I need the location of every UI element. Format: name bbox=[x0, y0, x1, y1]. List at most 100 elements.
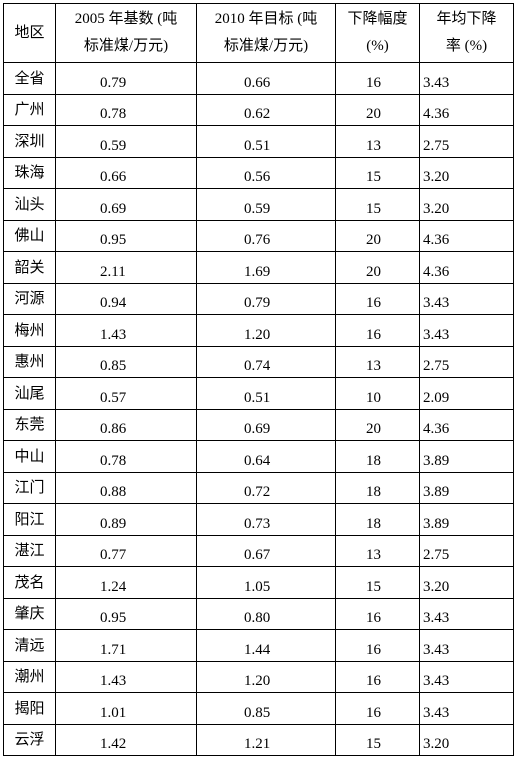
cell-target: 1.05 bbox=[196, 566, 336, 599]
header-base-2005: 2005 年基数 (吨 标准煤/万元) bbox=[55, 3, 197, 63]
rate-value: 3.43 bbox=[423, 704, 450, 721]
target-value: 0.79 bbox=[244, 295, 271, 311]
drop-value: 13 bbox=[366, 547, 381, 563]
cell-target: 0.51 bbox=[196, 377, 336, 410]
target-value: 0.72 bbox=[244, 484, 271, 500]
cell-drop: 16 bbox=[335, 629, 420, 662]
target-value: 0.59 bbox=[244, 200, 271, 217]
header-base-line1: 2005 年基数 (吨 bbox=[74, 11, 178, 27]
drop-value: 16 bbox=[366, 74, 381, 91]
cell-rate: 4.36 bbox=[419, 408, 514, 441]
cell-target: 0.76 bbox=[196, 219, 336, 252]
cell-base: 0.88 bbox=[55, 471, 197, 504]
rate-value: 2.75 bbox=[423, 137, 450, 154]
target-value: 1.44 bbox=[244, 641, 271, 658]
target-value: 0.74 bbox=[244, 358, 271, 374]
header-drop-line2: (%) bbox=[366, 38, 389, 54]
base-value: 0.85 bbox=[100, 358, 127, 374]
drop-value: 10 bbox=[366, 389, 381, 406]
cell-region: 珠海 bbox=[3, 156, 56, 189]
cell-region: 肇庆 bbox=[3, 597, 56, 630]
cell-target: 0.69 bbox=[196, 408, 336, 441]
cell-rate: 3.43 bbox=[419, 282, 514, 315]
cell-base: 0.78 bbox=[55, 93, 197, 126]
region-name: 韶关 bbox=[14, 259, 45, 276]
rate-value: 4.36 bbox=[423, 106, 450, 122]
cell-region: 揭阳 bbox=[3, 692, 56, 725]
cell-drop: 13 bbox=[335, 345, 420, 378]
cell-target: 0.80 bbox=[196, 597, 336, 630]
table-row: 汕尾 0.57 0.51 10 2.09 bbox=[3, 377, 514, 410]
target-value: 0.69 bbox=[244, 421, 271, 437]
target-value: 0.67 bbox=[244, 547, 271, 563]
cell-target: 1.69 bbox=[196, 251, 336, 284]
base-value: 0.69 bbox=[100, 200, 127, 217]
base-value: 1.01 bbox=[100, 704, 127, 721]
table-row: 湛江 0.77 0.67 13 2.75 bbox=[3, 534, 514, 567]
cell-drop: 15 bbox=[335, 723, 420, 756]
cell-base: 0.94 bbox=[55, 282, 197, 315]
energy-target-sheet: 地区 2005 年基数 (吨 标准煤/万元) 2010 年目标 (吨 标准煤/万… bbox=[3, 3, 514, 756]
drop-value: 16 bbox=[366, 326, 381, 343]
cell-rate: 3.43 bbox=[419, 660, 514, 693]
rate-value: 3.89 bbox=[423, 484, 450, 500]
cell-drop: 16 bbox=[335, 62, 420, 95]
region-name: 揭阳 bbox=[14, 700, 45, 717]
cell-region: 佛山 bbox=[3, 219, 56, 252]
rate-value: 4.36 bbox=[423, 421, 450, 437]
base-value: 1.24 bbox=[100, 578, 127, 595]
cell-drop: 10 bbox=[335, 377, 420, 410]
cell-rate: 3.43 bbox=[419, 314, 514, 347]
cell-base: 1.43 bbox=[55, 314, 197, 347]
target-value: 1.05 bbox=[244, 578, 271, 595]
base-value: 0.95 bbox=[100, 610, 127, 626]
region-name: 全省 bbox=[14, 70, 45, 87]
rate-value: 4.36 bbox=[423, 263, 450, 280]
cell-drop: 16 bbox=[335, 314, 420, 347]
region-name: 汕尾 bbox=[14, 385, 45, 402]
cell-target: 0.85 bbox=[196, 692, 336, 725]
rate-value: 3.43 bbox=[423, 326, 450, 343]
rate-value: 3.43 bbox=[423, 74, 450, 91]
header-target-2010: 2010 年目标 (吨 标准煤/万元) bbox=[196, 3, 336, 63]
drop-value: 20 bbox=[366, 232, 381, 248]
cell-drop: 16 bbox=[335, 597, 420, 630]
cell-base: 1.71 bbox=[55, 629, 197, 662]
table-row: 河源 0.94 0.79 16 3.43 bbox=[3, 282, 514, 315]
cell-rate: 2.75 bbox=[419, 125, 514, 158]
rate-value: 3.89 bbox=[423, 515, 450, 532]
base-value: 1.71 bbox=[100, 641, 127, 658]
cell-rate: 3.20 bbox=[419, 156, 514, 189]
table-row: 广州 0.78 0.62 20 4.36 bbox=[3, 93, 514, 126]
cell-drop: 16 bbox=[335, 692, 420, 725]
base-value: 0.89 bbox=[100, 515, 127, 532]
cell-drop: 20 bbox=[335, 251, 420, 284]
cell-region: 广州 bbox=[3, 93, 56, 126]
cell-rate: 3.43 bbox=[419, 62, 514, 95]
region-name: 广州 bbox=[14, 102, 45, 119]
cell-drop: 20 bbox=[335, 93, 420, 126]
base-value: 0.77 bbox=[100, 547, 127, 563]
table-row: 全省 0.79 0.66 16 3.43 bbox=[3, 62, 514, 95]
cell-rate: 3.20 bbox=[419, 723, 514, 756]
cell-region: 茂名 bbox=[3, 566, 56, 599]
base-value: 1.42 bbox=[100, 736, 127, 752]
header-rate-line1: 年均下降 bbox=[436, 11, 497, 27]
region-name: 湛江 bbox=[14, 543, 45, 560]
base-value: 1.43 bbox=[100, 326, 127, 343]
cell-target: 0.79 bbox=[196, 282, 336, 315]
cell-rate: 3.89 bbox=[419, 440, 514, 473]
cell-region: 全省 bbox=[3, 62, 56, 95]
drop-value: 16 bbox=[366, 641, 381, 658]
cell-rate: 3.89 bbox=[419, 503, 514, 536]
cell-target: 1.21 bbox=[196, 723, 336, 756]
base-value: 1.43 bbox=[100, 673, 127, 689]
cell-region: 汕头 bbox=[3, 188, 56, 221]
drop-value: 20 bbox=[366, 263, 381, 280]
drop-value: 15 bbox=[366, 169, 381, 185]
cell-base: 0.57 bbox=[55, 377, 197, 410]
header-drop-line1: 下降幅度 bbox=[347, 11, 408, 27]
cell-base: 0.77 bbox=[55, 534, 197, 567]
cell-drop: 18 bbox=[335, 440, 420, 473]
cell-target: 0.73 bbox=[196, 503, 336, 536]
